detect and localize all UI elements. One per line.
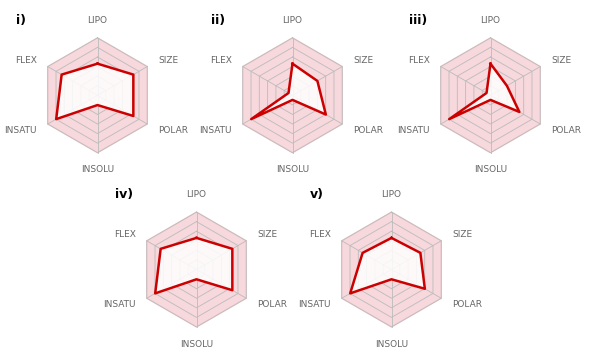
Polygon shape (342, 212, 441, 327)
Text: INSOLU: INSOLU (474, 166, 507, 174)
Text: POLAR: POLAR (353, 126, 383, 135)
Polygon shape (48, 38, 147, 153)
Text: POLAR: POLAR (452, 300, 482, 309)
Polygon shape (251, 64, 326, 119)
Polygon shape (441, 38, 540, 153)
Text: FLEX: FLEX (15, 56, 37, 65)
Text: INSOLU: INSOLU (180, 340, 213, 348)
Text: INSOLU: INSOLU (375, 340, 408, 348)
Polygon shape (147, 212, 246, 327)
Text: POLAR: POLAR (158, 126, 188, 135)
Text: v): v) (310, 188, 324, 201)
Text: FLEX: FLEX (210, 56, 232, 65)
Text: FLEX: FLEX (309, 230, 331, 239)
Text: INSATU: INSATU (397, 126, 430, 135)
Text: INSATU: INSATU (199, 126, 232, 135)
Text: FLEX: FLEX (408, 56, 430, 65)
Text: SIZE: SIZE (158, 56, 178, 65)
Text: ii): ii) (211, 14, 225, 26)
Text: INSATU: INSATU (4, 126, 37, 135)
Text: POLAR: POLAR (257, 300, 287, 309)
Text: INSATU: INSATU (298, 300, 331, 309)
Polygon shape (449, 64, 520, 119)
Text: iii): iii) (409, 14, 427, 26)
Polygon shape (350, 238, 425, 293)
Polygon shape (56, 64, 133, 119)
Text: LIPO: LIPO (88, 16, 107, 25)
Text: INSOLU: INSOLU (276, 166, 309, 174)
Text: LIPO: LIPO (481, 16, 500, 25)
Polygon shape (243, 38, 342, 153)
Text: LIPO: LIPO (283, 16, 302, 25)
Text: FLEX: FLEX (114, 230, 136, 239)
Text: INSOLU: INSOLU (81, 166, 114, 174)
Text: iv): iv) (115, 188, 133, 201)
Text: SIZE: SIZE (257, 230, 277, 239)
Text: SIZE: SIZE (452, 230, 472, 239)
Text: LIPO: LIPO (382, 191, 401, 199)
Text: INSATU: INSATU (103, 300, 136, 309)
Text: LIPO: LIPO (187, 191, 206, 199)
Polygon shape (155, 238, 232, 293)
Text: POLAR: POLAR (551, 126, 581, 135)
Text: SIZE: SIZE (551, 56, 571, 65)
Text: SIZE: SIZE (353, 56, 373, 65)
Text: i): i) (16, 14, 26, 26)
